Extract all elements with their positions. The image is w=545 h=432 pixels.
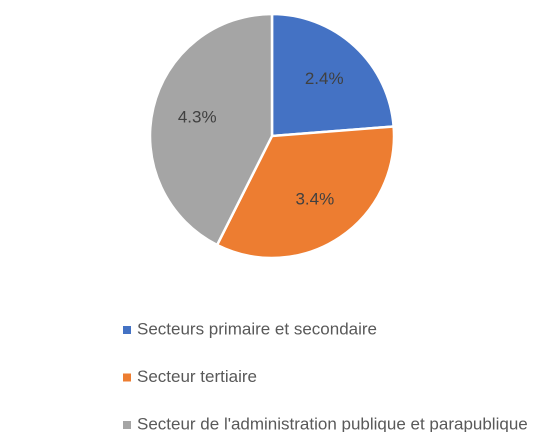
legend-swatch <box>123 326 131 334</box>
pie-slice <box>148 12 274 247</box>
data-label: 4.3% <box>178 108 217 127</box>
legend-swatch <box>123 421 131 429</box>
data-label: 3.4% <box>295 189 334 208</box>
data-label: 2.4% <box>305 69 344 88</box>
pie-slice <box>270 12 395 138</box>
legend-swatch <box>123 373 131 382</box>
legend-label: Secteurs primaire et secondaire <box>137 319 377 338</box>
legend-label: Secteur tertiaire <box>137 367 257 386</box>
legend-label: Secteur de l'administration publique et … <box>137 414 528 432</box>
